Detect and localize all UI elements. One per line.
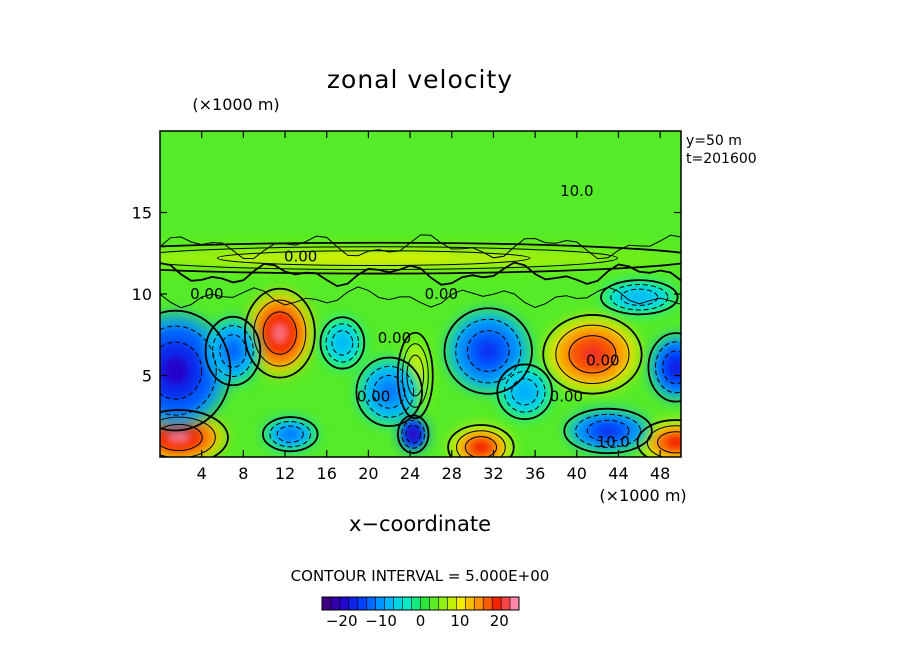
colorbar-swatch bbox=[492, 597, 502, 610]
blob-contour bbox=[396, 414, 430, 454]
contour-label: 0.00 bbox=[586, 352, 619, 370]
y-tick-label: 5 bbox=[142, 367, 152, 386]
contour-interval-label: CONTOUR INTERVAL = 5.000E+00 bbox=[291, 567, 550, 585]
velocity-blob bbox=[498, 365, 551, 418]
colorbar-swatch bbox=[411, 597, 421, 610]
blob-contour bbox=[600, 279, 679, 316]
colorbar-swatch bbox=[322, 597, 332, 610]
colorbar-tick-label: 10 bbox=[450, 612, 469, 630]
x-tick-label: 12 bbox=[275, 464, 295, 483]
colorbar-swatch bbox=[348, 597, 359, 610]
colorbar-swatch bbox=[330, 597, 341, 610]
x-tick-label: 36 bbox=[525, 464, 545, 483]
blob-contour bbox=[396, 331, 434, 420]
colorbar-swatch bbox=[375, 597, 386, 610]
colorbar-swatch bbox=[420, 597, 430, 610]
blob-contour bbox=[647, 332, 681, 403]
colorbar-swatch bbox=[465, 597, 475, 610]
velocity-blob bbox=[264, 417, 317, 451]
velocity-blob bbox=[398, 416, 428, 453]
blob-contour bbox=[355, 356, 423, 427]
colorbar-swatch bbox=[366, 597, 377, 610]
chart-title: zonal velocity bbox=[327, 65, 513, 94]
contour-label: 10.0 bbox=[560, 182, 593, 200]
x-tick-label: 32 bbox=[483, 464, 503, 483]
blob-contour bbox=[160, 309, 232, 432]
colorbar: −20 −10 0 10 20 bbox=[321, 596, 520, 630]
x-tick-label: 40 bbox=[567, 464, 587, 483]
velocity-blob bbox=[545, 316, 640, 392]
velocity-blob bbox=[566, 409, 650, 453]
blob-contour bbox=[160, 409, 229, 457]
x-axis: 4 8 12 16 20 24 28 32 36 40 44 48 bbox=[197, 131, 670, 483]
blob-contour bbox=[496, 363, 553, 421]
x-axis-unit: (×1000 m) bbox=[599, 486, 686, 505]
colorbar-tick-label: 20 bbox=[490, 612, 509, 630]
colorbar-swatch bbox=[456, 597, 466, 610]
colorbar-swatch bbox=[402, 597, 412, 610]
colorbar-swatch bbox=[510, 597, 520, 610]
x-axis-label: x−coordinate bbox=[349, 512, 491, 536]
blob-contour bbox=[542, 314, 643, 395]
x-tick-label: 24 bbox=[400, 464, 420, 483]
blob-contour bbox=[563, 407, 653, 455]
y-tick-label: 15 bbox=[132, 204, 152, 223]
contour-label: 0.00 bbox=[284, 247, 317, 265]
blob-contour bbox=[243, 287, 316, 379]
colorbar-swatch bbox=[483, 597, 493, 610]
velocity-field bbox=[160, 243, 681, 457]
contour-label: 0.00 bbox=[378, 329, 411, 347]
y-axis: 5 10 15 bbox=[132, 204, 681, 386]
colorbar-swatch bbox=[384, 597, 395, 610]
annotation-t: t=201600 bbox=[686, 151, 757, 167]
blob-contour bbox=[636, 419, 681, 457]
x-tick-label: 16 bbox=[317, 464, 337, 483]
contour-label: 0.00 bbox=[357, 388, 390, 406]
x-tick-label: 28 bbox=[442, 464, 462, 483]
colorbar-frame bbox=[321, 596, 520, 611]
colorbar-tick-label: −20 bbox=[326, 612, 358, 630]
colorbar-swatch bbox=[438, 597, 448, 610]
blob-contour bbox=[319, 316, 366, 370]
contour-label: 0.00 bbox=[425, 285, 458, 303]
blob-contour bbox=[261, 416, 319, 453]
velocity-blob bbox=[321, 318, 364, 368]
y-axis-unit: (×1000 m) bbox=[192, 95, 279, 114]
x-tick-label: 8 bbox=[238, 464, 248, 483]
colorbar-swatch bbox=[357, 597, 368, 610]
contour-label: 10.0 bbox=[597, 433, 630, 451]
blob-contour bbox=[447, 424, 515, 457]
contour-label: 0.00 bbox=[550, 388, 583, 406]
colorbar-tick-label: 0 bbox=[416, 612, 426, 630]
velocity-blob bbox=[160, 243, 681, 273]
colorbar-swatch bbox=[474, 597, 484, 610]
velocity-blob bbox=[449, 426, 513, 457]
zero-contour bbox=[160, 234, 681, 260]
annotation-y: y=50 m bbox=[686, 133, 742, 149]
x-tick-label: 4 bbox=[197, 464, 207, 483]
colorbar-swatch bbox=[447, 597, 457, 610]
y-tick-label: 10 bbox=[132, 285, 152, 304]
colorbar-tick-label: −10 bbox=[365, 612, 397, 630]
x-tick-label: 44 bbox=[608, 464, 628, 483]
velocity-blob bbox=[649, 334, 681, 400]
x-tick-label: 48 bbox=[650, 464, 670, 483]
colorbar-swatch bbox=[429, 597, 439, 610]
blob-contour bbox=[204, 315, 262, 387]
velocity-blob bbox=[602, 280, 676, 314]
zero-contour bbox=[160, 261, 681, 288]
contour-label: 0.00 bbox=[190, 285, 223, 303]
velocity-blob bbox=[246, 290, 314, 376]
colorbar-swatch bbox=[393, 597, 403, 610]
colorbar-swatch bbox=[501, 597, 511, 610]
x-tick-label: 20 bbox=[358, 464, 378, 483]
velocity-blob bbox=[639, 421, 681, 457]
zero-contour bbox=[160, 286, 681, 309]
blob-contour bbox=[443, 307, 533, 395]
colorbar-swatch bbox=[339, 597, 350, 610]
